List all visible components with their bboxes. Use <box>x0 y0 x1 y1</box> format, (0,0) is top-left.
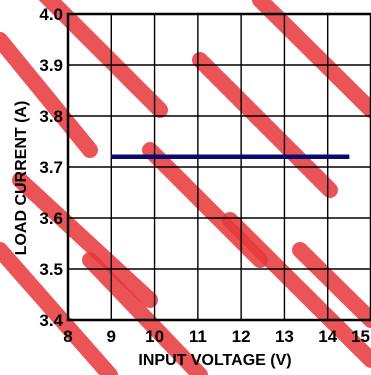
y-tick-label: 4.0 <box>39 5 63 24</box>
x-axis-title: INPUT VOLTAGE (V) <box>138 352 291 369</box>
x-tick-labels: 8 9 10 11 12 13 14 15 <box>63 327 370 346</box>
x-tick-label: 15 <box>351 327 370 346</box>
y-axis-title: LOAD CURRENT (A) <box>13 101 30 256</box>
y-tick-label: 3.8 <box>39 107 63 126</box>
watermark-stroke <box>38 0 168 118</box>
x-tick-label: 10 <box>145 327 164 346</box>
y-tick-label: 3.5 <box>39 260 63 279</box>
watermark-stroke <box>222 212 371 368</box>
y-tick-label: 3.6 <box>39 209 63 228</box>
watermark-stroke <box>82 252 208 375</box>
watermark-stroke <box>252 0 371 118</box>
x-tick-label: 12 <box>232 327 251 346</box>
y-tick-label: 3.4 <box>39 311 63 330</box>
x-tick-label: 11 <box>189 327 207 346</box>
y-tick-label: 3.7 <box>39 158 63 177</box>
watermark-stroke <box>12 172 158 308</box>
x-tick-label: 14 <box>318 327 337 346</box>
x-tick-label: 8 <box>63 327 72 346</box>
x-tick-label: 13 <box>275 327 294 346</box>
watermark-stroke <box>0 32 98 158</box>
y-tick-labels: 3.4 3.5 3.6 3.7 3.8 3.9 4.0 <box>39 5 63 330</box>
watermark-stroke <box>292 242 371 328</box>
x-tick-label: 9 <box>107 327 116 346</box>
watermark-stroke <box>0 242 118 375</box>
watermark-stroke <box>192 52 338 198</box>
plot-frame <box>66 12 371 322</box>
y-tick-label: 3.9 <box>39 56 63 75</box>
grid <box>68 14 371 320</box>
